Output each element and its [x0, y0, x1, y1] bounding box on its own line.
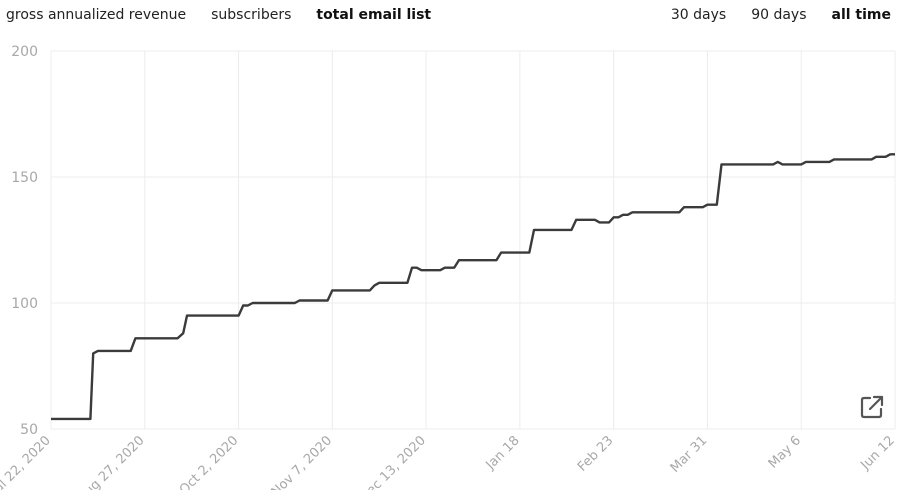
metric-tabs: gross annualized revenue subscribers tot…	[6, 6, 431, 24]
tab-gross-annualized-revenue[interactable]: gross annualized revenue	[6, 7, 187, 23]
y-tick-label: 50	[20, 422, 38, 438]
x-tick-label: Jan 18	[483, 433, 523, 473]
x-axis-ticks: Jul 22, 2020 Aug 27, 2020 Oct 2, 2020 Nov 7…	[0, 433, 898, 490]
external-link-icon-graphic	[860, 395, 884, 419]
x-tick-label: May 6	[766, 433, 804, 471]
y-tick-label: 100	[11, 296, 38, 312]
y-tick-label: 200	[11, 44, 38, 60]
y-axis-ticks: 50 100 150 200	[11, 44, 38, 438]
y-tick-label: 150	[11, 170, 38, 186]
external-link-icon[interactable]	[858, 393, 886, 421]
x-tick-label: Jun 12	[858, 433, 898, 473]
x-tick-label: Nov 7, 2020	[269, 433, 336, 490]
tab-all-time[interactable]: all time	[831, 7, 892, 23]
tab-90-days[interactable]: 90 days	[751, 7, 807, 23]
x-tick-label: Mar 31	[668, 433, 711, 476]
x-tick-label: Feb 23	[575, 433, 617, 475]
x-tick-label: Dec 13, 2020	[357, 433, 429, 490]
x-tick-label: Aug 27, 2020	[75, 433, 147, 490]
x-tick-label: Jul 22, 2020	[0, 433, 54, 490]
series-line-total-email-list	[51, 153, 895, 421]
tab-total-email-list[interactable]: total email list	[316, 7, 432, 23]
range-tabs: 30 days 90 days all time	[671, 6, 891, 24]
x-tick-label: Oct 2, 2020	[177, 433, 242, 490]
tab-30-days[interactable]: 30 days	[670, 7, 727, 23]
tab-subscribers[interactable]: subscribers	[211, 7, 292, 23]
grid-layer	[50, 50, 896, 430]
